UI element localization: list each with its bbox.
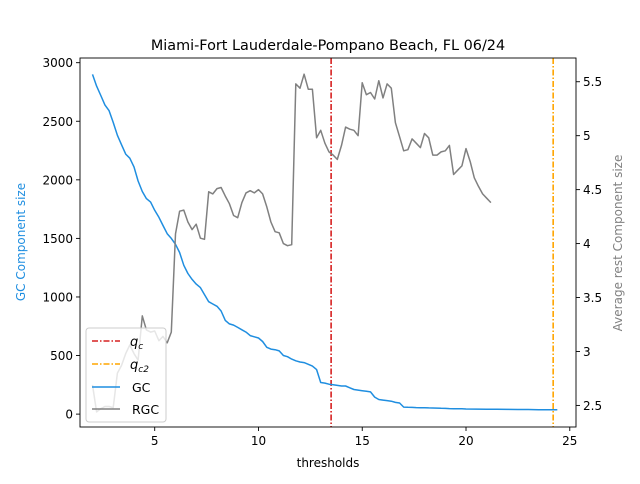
critical-threshold-lines (330, 58, 554, 427)
left-y-axis-label: GC Component size (14, 183, 28, 301)
left-y-tick-label: 2500 (42, 115, 73, 129)
series-line-gc (91, 74, 558, 411)
right-y-tick-label: 4 (583, 237, 591, 251)
right-y-tick-label: 5 (583, 129, 591, 143)
left-y-tick-label: 3000 (42, 56, 73, 70)
left-y-tick-label: 1500 (42, 232, 73, 246)
x-tick-label: 20 (458, 434, 473, 448)
plot-frame (79, 57, 577, 428)
legend-box (85, 327, 167, 423)
legend: qc qc2 GC RGC (85, 327, 167, 423)
x-tick-label: 25 (562, 434, 577, 448)
right-y-axis: 2.5 3 3.5 4 4.5 5 5.5 (576, 75, 602, 413)
left-y-tick-label: 500 (50, 349, 73, 363)
right-y-tick-label: 3.5 (583, 291, 602, 305)
right-y-tick-label: 2.5 (583, 399, 602, 413)
x-tick-label: 10 (251, 434, 266, 448)
chart-title: Miami-Fort Lauderdale-Pompano Beach, FL … (151, 38, 505, 54)
right-y-axis-label: Average rest Component size (611, 155, 625, 332)
legend-label-rgc: RGC (132, 402, 159, 417)
x-axis-label: thresholds (297, 456, 360, 470)
left-y-tick-label: 1000 (42, 290, 73, 304)
left-y-tick-label: 2000 (42, 173, 73, 187)
right-y-tick-label: 3 (583, 345, 591, 359)
right-y-tick-label: 5.5 (583, 75, 602, 89)
left-y-axis: 0 500 1000 1500 2000 2500 3000 (42, 56, 80, 422)
left-y-tick-label: 0 (65, 408, 73, 422)
x-axis: 5 10 15 20 25 (151, 427, 577, 448)
right-y-tick-label: 4.5 (583, 183, 602, 197)
legend-label-gc: GC (132, 380, 151, 395)
x-tick-label: 5 (151, 434, 159, 448)
x-tick-label: 15 (355, 434, 370, 448)
